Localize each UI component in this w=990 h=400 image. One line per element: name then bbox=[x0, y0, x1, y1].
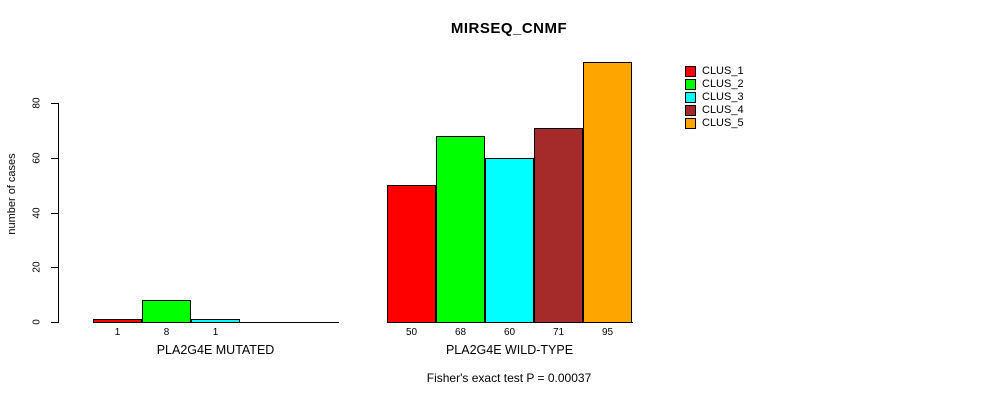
chart-title: MIRSEQ_CNMF bbox=[450, 20, 568, 37]
legend-label: CLUS_2 bbox=[702, 78, 744, 90]
y-tick-mark bbox=[51, 103, 59, 104]
legend-swatch-clus_2 bbox=[685, 79, 696, 90]
legend-label: CLUS_5 bbox=[702, 117, 744, 129]
bar-clus_3 bbox=[191, 319, 240, 322]
y-axis-title: number of cases bbox=[6, 153, 18, 235]
legend-swatch-clus_3 bbox=[685, 92, 696, 103]
bar-clus_4 bbox=[534, 128, 583, 322]
legend-label: CLUS_4 bbox=[702, 104, 744, 116]
bar-value-label: 68 bbox=[454, 327, 467, 338]
legend-swatch-clus_5 bbox=[685, 118, 696, 129]
legend-swatch-clus_1 bbox=[685, 66, 696, 77]
bar-clus_1 bbox=[387, 185, 436, 322]
y-tick-label: 60 bbox=[31, 152, 43, 164]
legend-label: CLUS_3 bbox=[702, 91, 744, 103]
bar-value-label: 1 bbox=[114, 327, 121, 338]
bar-value-label: 95 bbox=[601, 327, 614, 338]
y-tick-label: 80 bbox=[31, 97, 43, 109]
fisher-test-annotation: Fisher's exact test P = 0.00037 bbox=[426, 371, 592, 385]
y-tick-mark bbox=[51, 158, 59, 159]
bar-clus_2 bbox=[142, 300, 191, 322]
y-tick-mark bbox=[51, 322, 59, 323]
bar-clus_3 bbox=[485, 158, 534, 322]
bar-value-label: 50 bbox=[405, 327, 418, 338]
group-label: PLA2G4E MUTATED bbox=[156, 343, 275, 357]
bar-value-label: 71 bbox=[552, 327, 565, 338]
y-tick-mark bbox=[51, 213, 59, 214]
bar-value-label: 8 bbox=[163, 327, 170, 338]
bar-clus_1 bbox=[93, 319, 142, 322]
bar-value-label: 60 bbox=[503, 327, 516, 338]
legend-label: CLUS_1 bbox=[702, 65, 744, 77]
bar-clus_5 bbox=[583, 62, 632, 322]
bar-value-label: 1 bbox=[212, 327, 219, 338]
bar-clus_2 bbox=[436, 136, 485, 322]
legend-swatch-clus_4 bbox=[685, 105, 696, 116]
y-tick-label: 0 bbox=[31, 319, 43, 325]
x-axis-baseline bbox=[387, 322, 633, 323]
y-tick-label: 20 bbox=[31, 261, 43, 273]
x-axis-baseline bbox=[93, 322, 339, 323]
group-label: PLA2G4E WILD-TYPE bbox=[445, 343, 574, 357]
y-tick-mark bbox=[51, 267, 59, 268]
y-tick-label: 40 bbox=[31, 207, 43, 219]
